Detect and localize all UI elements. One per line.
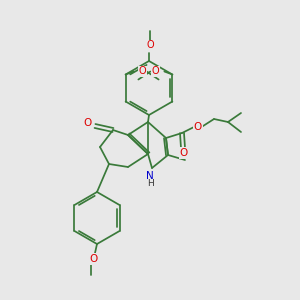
Text: H: H [147, 179, 153, 188]
Text: O: O [139, 67, 146, 76]
Text: O: O [84, 118, 92, 128]
Text: O: O [146, 40, 154, 50]
Text: O: O [194, 122, 202, 132]
Text: N: N [146, 171, 154, 181]
Text: O: O [152, 67, 159, 76]
Text: O: O [180, 148, 188, 158]
Text: O: O [89, 254, 97, 264]
